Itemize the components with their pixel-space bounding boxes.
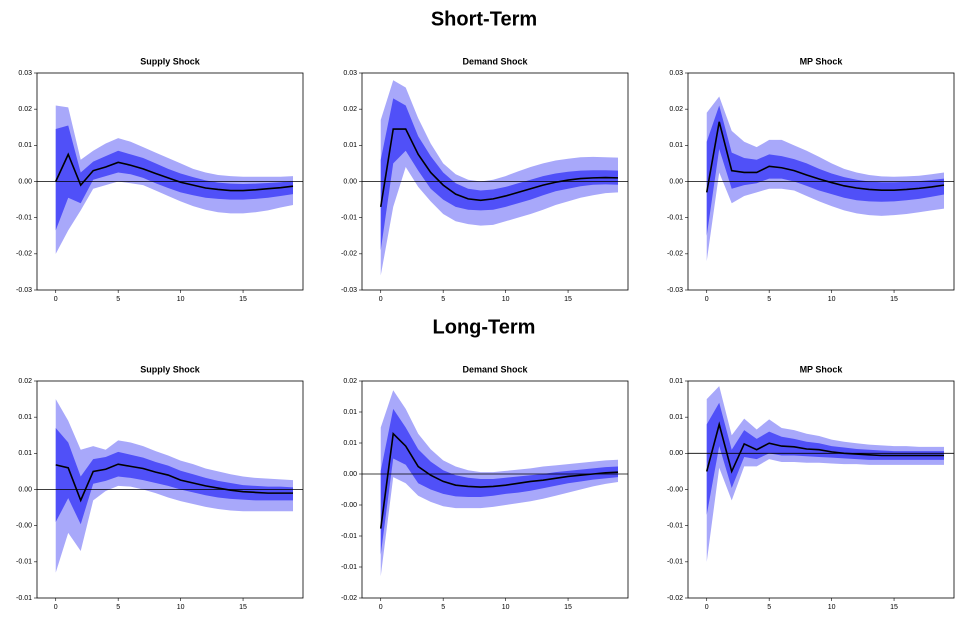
y-tick-label: -0.01 [16, 215, 32, 222]
x-tick-label: 15 [890, 604, 898, 611]
panel-title: Demand Shock [462, 56, 528, 66]
y-tick-label: 0.02 [18, 378, 32, 385]
y-tick-label: -0.01 [667, 523, 683, 530]
x-tick-label: 10 [177, 604, 185, 611]
panel-title: MP Shock [800, 56, 844, 66]
x-tick-label: 5 [441, 296, 445, 303]
y-tick-label: 0.01 [669, 378, 683, 385]
panel-title: Supply Shock [140, 56, 201, 66]
panel-title: MP Shock [800, 364, 844, 374]
y-tick-label: 0.00 [343, 471, 357, 478]
x-tick-label: 0 [705, 604, 709, 611]
y-tick-label: -0.01 [16, 559, 32, 566]
x-tick-label: 15 [564, 604, 572, 611]
y-tick-label: 0.01 [669, 414, 683, 421]
y-tick-label: 0.00 [669, 178, 683, 185]
confidence-band [706, 386, 945, 562]
y-tick-label: -0.00 [341, 502, 357, 509]
y-tick-label: -0.01 [667, 559, 683, 566]
y-tick-label: -0.00 [16, 523, 32, 530]
section-title: Long-Term [433, 316, 536, 338]
confidence-band [380, 80, 619, 276]
x-tick-label: 5 [767, 604, 771, 611]
y-tick-label: 0.00 [18, 486, 32, 493]
y-tick-label: 0.03 [18, 70, 32, 77]
x-tick-label: 10 [502, 296, 510, 303]
y-tick-label: 0.01 [18, 450, 32, 457]
x-tick-label: 10 [828, 296, 836, 303]
y-tick-label: -0.03 [341, 287, 357, 294]
x-tick-label: 5 [116, 296, 120, 303]
y-tick-label: -0.03 [16, 287, 32, 294]
y-tick-label: -0.02 [341, 251, 357, 258]
confidence-band [380, 98, 619, 251]
median-line [705, 421, 945, 474]
panel-title: Supply Shock [140, 364, 201, 374]
section-title: Short-Term [431, 8, 537, 30]
y-tick-label: 0.01 [669, 142, 683, 149]
y-tick-label: -0.02 [341, 595, 357, 602]
plot-frame [361, 380, 629, 599]
confidence-band [55, 125, 294, 231]
x-tick-label: 0 [54, 604, 58, 611]
confidence-band [706, 402, 945, 515]
x-tick-label: 5 [116, 604, 120, 611]
y-tick-label: 0.01 [343, 142, 357, 149]
panel-title: Demand Shock [462, 364, 528, 374]
x-tick-label: 0 [379, 604, 383, 611]
y-tick-label: -0.02 [16, 251, 32, 258]
x-tick-label: 15 [239, 296, 247, 303]
median-line [379, 128, 619, 207]
x-tick-label: 15 [890, 296, 898, 303]
median-line [379, 431, 619, 529]
y-tick-label: -0.01 [341, 564, 357, 571]
x-tick-label: 0 [379, 296, 383, 303]
y-tick-label: -0.02 [667, 251, 683, 258]
y-tick-label: 0.00 [343, 178, 357, 185]
y-tick-label: 0.01 [18, 142, 32, 149]
y-tick-label: 0.02 [343, 378, 357, 385]
y-tick-label: -0.01 [667, 215, 683, 222]
x-tick-label: 10 [828, 604, 836, 611]
confidence-band [380, 408, 619, 555]
confidence-band [55, 428, 294, 525]
y-tick-label: -0.02 [667, 595, 683, 602]
confidence-band [706, 105, 945, 236]
y-tick-label: 0.01 [343, 409, 357, 416]
y-tick-label: 0.01 [18, 414, 32, 421]
y-tick-label: -0.00 [667, 486, 683, 493]
x-tick-label: 10 [177, 296, 185, 303]
x-tick-label: 0 [54, 296, 58, 303]
y-tick-label: -0.01 [16, 595, 32, 602]
median-line [55, 463, 294, 503]
median-line [55, 152, 294, 192]
y-tick-label: 0.02 [669, 106, 683, 113]
y-tick-label: -0.01 [341, 215, 357, 222]
y-tick-label: -0.01 [341, 533, 357, 540]
x-tick-label: 15 [564, 296, 572, 303]
y-tick-label: -0.03 [667, 287, 683, 294]
y-tick-label: 0.01 [343, 440, 357, 447]
x-tick-label: 5 [767, 296, 771, 303]
y-tick-label: 0.02 [343, 106, 357, 113]
x-tick-label: 15 [239, 604, 247, 611]
y-tick-label: 0.03 [669, 70, 683, 77]
x-tick-label: 0 [705, 296, 709, 303]
x-tick-label: 5 [441, 604, 445, 611]
y-tick-label: 0.00 [18, 178, 32, 185]
y-tick-label: 0.03 [343, 70, 357, 77]
y-tick-label: 0.02 [18, 106, 32, 113]
x-tick-label: 10 [502, 604, 510, 611]
y-tick-label: 0.00 [669, 450, 683, 457]
median-line [705, 121, 945, 193]
